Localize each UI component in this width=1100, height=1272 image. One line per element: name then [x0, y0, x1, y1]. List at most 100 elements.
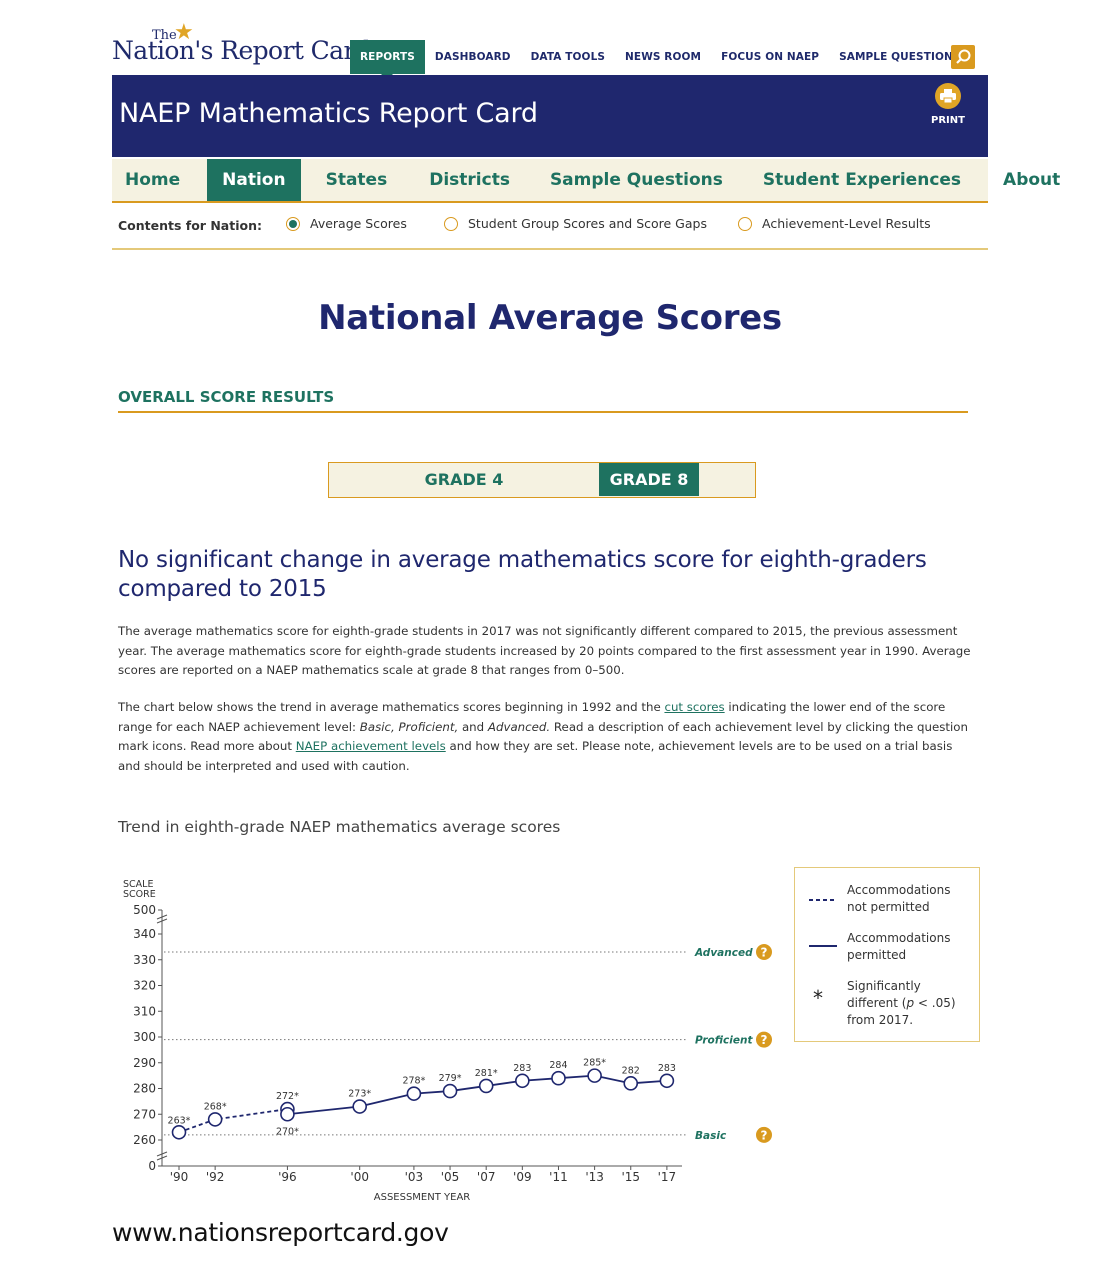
- topnav-news-room[interactable]: NEWS ROOM: [625, 51, 702, 63]
- data-label: 284: [549, 1060, 567, 1071]
- y-axis-label-line: SCORE: [123, 889, 156, 900]
- logo-text: Nation's Report Card: [112, 36, 371, 65]
- axis-break-mark: [156, 1151, 168, 1157]
- asterisk-icon: *: [813, 986, 823, 1010]
- legend-p: p: [906, 996, 915, 1010]
- data-label: 282: [622, 1065, 640, 1076]
- data-label: 281*: [475, 1068, 498, 1079]
- para-text: Read a description of each achievement l…: [118, 719, 968, 754]
- radio-icon[interactable]: [444, 216, 458, 231]
- para-text: The chart below shows the trend in avera…: [118, 700, 665, 714]
- overall-score-heading: OVERALL SCORE RESULTS: [118, 388, 335, 406]
- search-icon: [956, 49, 971, 64]
- solid-line-icon: [809, 945, 837, 947]
- tab-sample-questions[interactable]: Sample Questions: [549, 170, 723, 190]
- option-label: Student Group Scores and Score Gaps: [468, 216, 707, 231]
- x-tick-label: '92: [206, 1170, 225, 1184]
- question-mark-icon: [756, 1031, 772, 1048]
- topnav-focus-on-naep[interactable]: FOCUS ON NAEP: [721, 51, 820, 63]
- axis-break-mark: [156, 918, 168, 924]
- print-label: PRINT: [931, 115, 965, 126]
- headline: No significant change in average mathema…: [118, 547, 927, 602]
- page-title: National Average Scores: [318, 298, 782, 338]
- x-tick-label: '15: [621, 1170, 640, 1184]
- search-button[interactable]: [951, 45, 975, 69]
- topnav-data-tools[interactable]: DATA TOOLS: [530, 51, 606, 63]
- achievement-levels-link[interactable]: NAEP achievement levels: [295, 739, 446, 753]
- data-point: [280, 1106, 295, 1122]
- series-line-solid: [287, 1074, 667, 1116]
- data-point: [587, 1068, 602, 1083]
- tab-student-experiences[interactable]: Student Experiences: [762, 170, 962, 190]
- advanced-term: Advanced.: [487, 719, 551, 734]
- series-line-dashed: [178, 1108, 288, 1134]
- question-mark-icon: [756, 1126, 772, 1143]
- cut-scores-link[interactable]: cut scores: [664, 700, 725, 714]
- y-tick-label: 260: [133, 1133, 156, 1147]
- option-label: Average Scores: [310, 216, 407, 231]
- radio-icon[interactable]: [738, 216, 752, 231]
- grade-8-button[interactable]: GRADE 8: [599, 463, 699, 496]
- x-tick-label: '03: [405, 1170, 424, 1184]
- contents-label: Contents for Nation:: [118, 218, 262, 233]
- radio-selected-icon[interactable]: [286, 216, 300, 231]
- para-text: and: [458, 719, 488, 734]
- axis-break-mark: [156, 1155, 168, 1161]
- data-label: 268*: [204, 1101, 227, 1112]
- report-title: NAEP Mathematics Report Card: [119, 98, 538, 129]
- printer-icon: [935, 83, 961, 109]
- topnav-sample-questions[interactable]: SAMPLE QUESTIONS: [839, 51, 961, 63]
- legend-sig-text: Significantly different (: [847, 979, 921, 1010]
- x-tick-label: '11: [549, 1170, 568, 1184]
- data-point: [171, 1124, 187, 1140]
- option-achievement-level-results[interactable]: Achievement-Level Results: [738, 216, 931, 231]
- y-tick-label: 290: [133, 1056, 156, 1070]
- para-text: indicating the lower end of the score ra…: [118, 700, 946, 734]
- option-label: Achievement-Level Results: [762, 216, 931, 231]
- print-button[interactable]: PRINT: [928, 83, 968, 126]
- data-point: [659, 1073, 675, 1089]
- site-logo[interactable]: The ★ Nation's Report Card: [112, 20, 371, 74]
- topnav-dashboard[interactable]: DASHBOARD: [434, 51, 511, 63]
- data-label: 279*: [439, 1073, 462, 1084]
- proficient-term: Proficient,: [398, 719, 459, 734]
- question-mark-glyph: ?: [761, 1033, 768, 1047]
- data-point: [551, 1070, 566, 1086]
- x-tick-label: '13: [585, 1170, 604, 1184]
- axis-break-mark: [156, 914, 168, 920]
- x-tick-label: '07: [477, 1170, 496, 1184]
- logo-star-icon: ★: [174, 20, 194, 45]
- data-point: [478, 1078, 494, 1094]
- question-mark-glyph: ?: [761, 1128, 768, 1142]
- x-tick-label: '09: [513, 1170, 532, 1184]
- grade-4-button[interactable]: GRADE 4: [424, 470, 504, 489]
- tab-about[interactable]: About: [1003, 170, 1061, 190]
- section-nav: Home Nation States Districts Sample Ques…: [112, 159, 1060, 203]
- x-tick-label: '90: [170, 1170, 189, 1184]
- data-label: 283: [658, 1063, 676, 1074]
- data-point: [623, 1076, 639, 1091]
- section-divider: [118, 411, 968, 413]
- tab-nation[interactable]: Nation: [207, 159, 301, 201]
- tab-districts[interactable]: Districts: [429, 170, 510, 190]
- data-label: 272*: [276, 1091, 299, 1102]
- legend-significance-label: Significantly different (p < .05) from 2…: [847, 978, 957, 1029]
- legend-sig-text: < .05) from 2017.: [847, 996, 956, 1027]
- tab-states[interactable]: States: [325, 170, 388, 190]
- logo-the: The: [152, 28, 177, 43]
- legend-solid-label: Accommodations permitted: [847, 931, 951, 962]
- x-tick-label: '96: [278, 1170, 297, 1184]
- y-tick-label: 330: [133, 953, 156, 967]
- topnav-reports[interactable]: REPORTS: [350, 40, 425, 80]
- chart-description-paragraph: The chart below shows the trend in avera…: [118, 698, 978, 776]
- reference-label-advanced: Advanced: [694, 947, 753, 959]
- top-nav: REPORTS DASHBOARD DATA TOOLS NEWS ROOM F…: [350, 40, 971, 80]
- data-point: [207, 1112, 223, 1127]
- tab-home[interactable]: Home: [125, 170, 181, 190]
- question-mark-icon: [756, 944, 772, 961]
- para-text: and how they are set. Please note, achie…: [118, 739, 953, 773]
- data-point: [352, 1099, 368, 1114]
- option-average-scores[interactable]: Average Scores: [286, 216, 407, 231]
- option-student-group-scores[interactable]: Student Group Scores and Score Gaps: [444, 216, 707, 231]
- y-tick-label: 300: [133, 1030, 156, 1044]
